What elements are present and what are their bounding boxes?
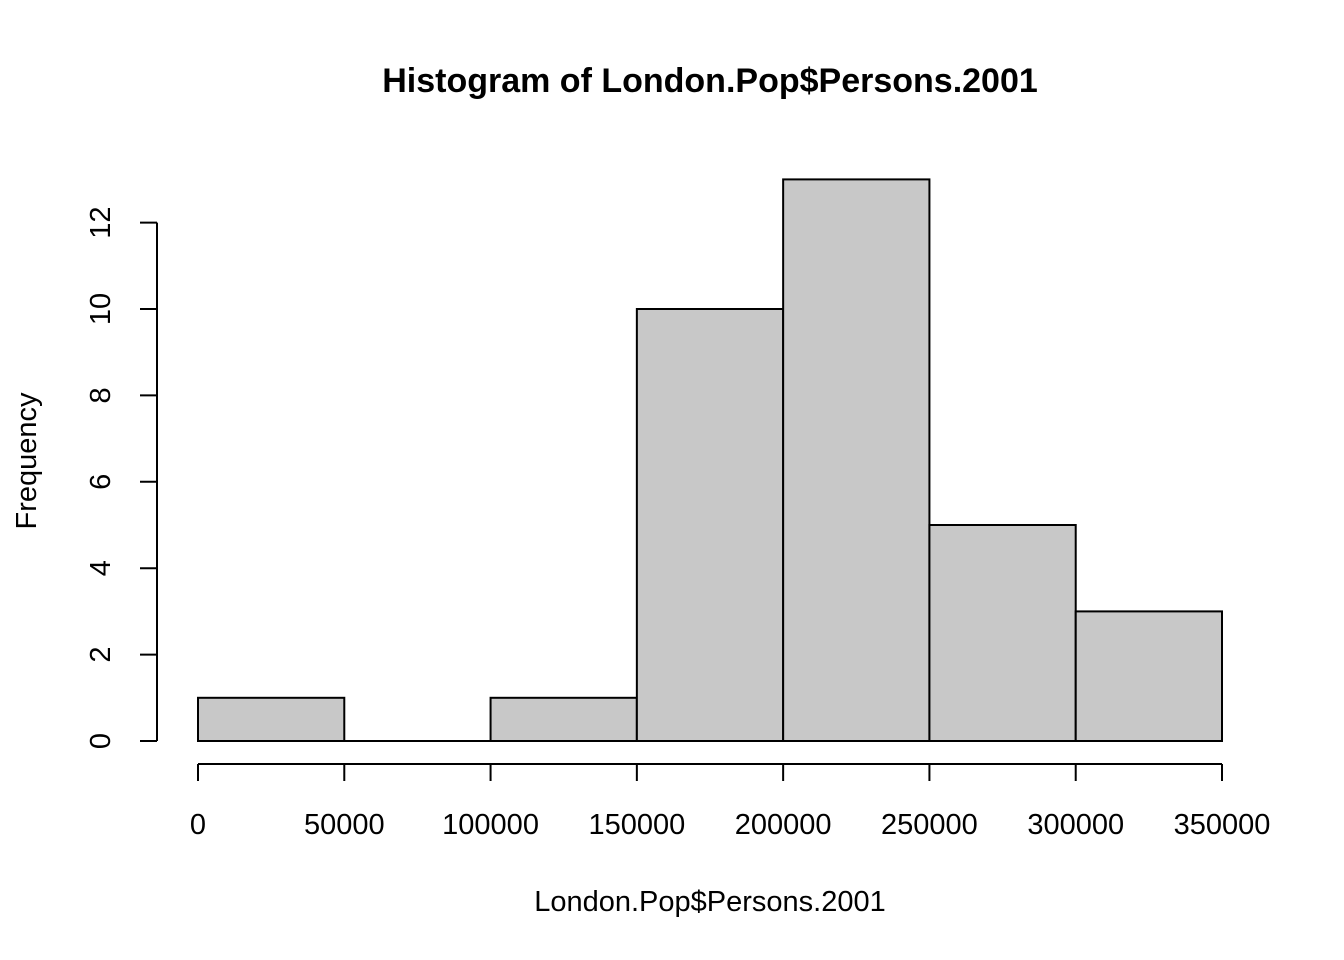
x-tick-label: 150000 (588, 809, 685, 841)
y-tick-label: 2 (85, 647, 117, 663)
histogram-bar (489, 696, 638, 742)
y-tick-label: 0 (85, 733, 117, 749)
histogram-bar (1074, 610, 1223, 743)
x-tick-label: 250000 (881, 809, 978, 841)
histogram-bar (635, 308, 785, 742)
x-axis: 0 50000 100000 150000 200000 250000 300000 3500… (190, 763, 1271, 841)
x-tick-label: 200000 (735, 809, 832, 841)
y-tick-label: 4 (85, 560, 117, 576)
histogram-bar (782, 178, 931, 742)
x-tick-label: 350000 (1174, 809, 1271, 841)
y-axis: 0 2 4 6 8 10 12 (85, 206, 158, 749)
x-tick-label: 50000 (304, 809, 385, 841)
chart-title: Histogram of London.Pop$Persons.2001 (382, 62, 1038, 100)
y-axis-label: Frequency (11, 392, 43, 530)
y-tick-label: 12 (85, 206, 117, 238)
y-tick-label: 10 (85, 293, 117, 325)
x-tick-label: 300000 (1027, 809, 1124, 841)
x-axis-label: London.Pop$Persons.2001 (534, 886, 886, 918)
histogram-bar (197, 696, 346, 742)
bars-group (197, 178, 1223, 743)
y-tick-label: 6 (85, 474, 117, 490)
x-tick-label: 0 (190, 809, 206, 841)
histogram-bar (928, 524, 1077, 742)
x-tick-label: 100000 (442, 809, 539, 841)
y-tick-label: 8 (85, 387, 117, 403)
